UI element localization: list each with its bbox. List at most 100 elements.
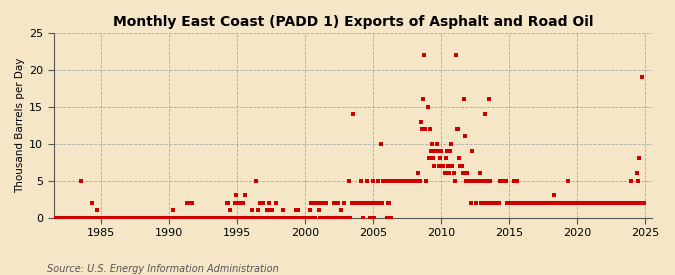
Point xyxy=(371,200,382,205)
Point xyxy=(186,200,197,205)
Point xyxy=(529,200,539,205)
Point xyxy=(389,178,400,183)
Point xyxy=(171,215,182,220)
Point xyxy=(263,200,274,205)
Point xyxy=(475,171,485,175)
Point xyxy=(446,142,457,146)
Point xyxy=(450,53,461,57)
Point xyxy=(508,178,519,183)
Point xyxy=(435,156,446,161)
Point xyxy=(154,215,165,220)
Point xyxy=(465,200,476,205)
Point xyxy=(155,215,165,220)
Point xyxy=(131,215,142,220)
Point xyxy=(196,215,207,220)
Point xyxy=(165,215,176,220)
Point xyxy=(542,200,553,205)
Text: Source: U.S. Energy Information Administration: Source: U.S. Energy Information Administ… xyxy=(47,264,279,274)
Point xyxy=(455,164,466,168)
Point xyxy=(602,200,613,205)
Point xyxy=(193,215,204,220)
Point xyxy=(460,178,471,183)
Point xyxy=(413,171,424,175)
Point xyxy=(311,200,322,205)
Point xyxy=(292,215,302,220)
Point xyxy=(136,215,147,220)
Point xyxy=(295,215,306,220)
Point xyxy=(597,200,608,205)
Point xyxy=(336,208,347,212)
Point xyxy=(270,200,281,205)
Point xyxy=(362,178,373,183)
Point xyxy=(432,149,443,153)
Point xyxy=(53,215,63,220)
Point xyxy=(274,215,285,220)
Point xyxy=(148,215,159,220)
Point xyxy=(630,200,641,205)
Point xyxy=(555,200,566,205)
Point xyxy=(523,200,534,205)
Point xyxy=(161,215,171,220)
Point xyxy=(116,215,127,220)
Point xyxy=(582,200,593,205)
Point xyxy=(92,215,103,220)
Point xyxy=(178,215,188,220)
Point xyxy=(123,215,134,220)
Point xyxy=(530,200,541,205)
Point xyxy=(240,193,250,198)
Point xyxy=(383,200,394,205)
Point xyxy=(363,200,374,205)
Point xyxy=(176,215,186,220)
Point xyxy=(478,200,489,205)
Point xyxy=(302,215,313,220)
Point xyxy=(103,215,113,220)
Point xyxy=(133,215,144,220)
Point xyxy=(368,178,379,183)
Point xyxy=(400,178,410,183)
Point xyxy=(356,200,367,205)
Point xyxy=(634,156,645,161)
Point xyxy=(303,215,314,220)
Point xyxy=(583,200,594,205)
Point xyxy=(637,200,648,205)
Point xyxy=(141,215,152,220)
Point xyxy=(448,171,459,175)
Point xyxy=(281,215,292,220)
Point xyxy=(487,200,497,205)
Point xyxy=(483,97,494,102)
Point xyxy=(412,178,423,183)
Point xyxy=(340,215,350,220)
Point xyxy=(390,178,401,183)
Point xyxy=(189,215,200,220)
Point xyxy=(88,215,99,220)
Point xyxy=(253,215,264,220)
Point xyxy=(397,178,408,183)
Point xyxy=(505,200,516,205)
Point xyxy=(598,200,609,205)
Point xyxy=(271,215,282,220)
Point xyxy=(441,149,452,153)
Point xyxy=(200,215,211,220)
Point xyxy=(261,208,272,212)
Point xyxy=(485,178,495,183)
Point xyxy=(627,200,638,205)
Point xyxy=(622,200,633,205)
Point xyxy=(304,208,315,212)
Point xyxy=(96,215,107,220)
Point xyxy=(164,215,175,220)
Point xyxy=(151,215,162,220)
Point xyxy=(515,200,526,205)
Point xyxy=(259,215,270,220)
Point xyxy=(203,215,214,220)
Point xyxy=(566,200,576,205)
Point xyxy=(554,200,564,205)
Point xyxy=(236,200,247,205)
Point xyxy=(71,215,82,220)
Point xyxy=(601,200,612,205)
Point xyxy=(168,215,179,220)
Point xyxy=(503,200,514,205)
Point xyxy=(216,215,227,220)
Point xyxy=(283,215,294,220)
Y-axis label: Thousand Barrels per Day: Thousand Barrels per Day xyxy=(15,57,25,193)
Point xyxy=(124,215,135,220)
